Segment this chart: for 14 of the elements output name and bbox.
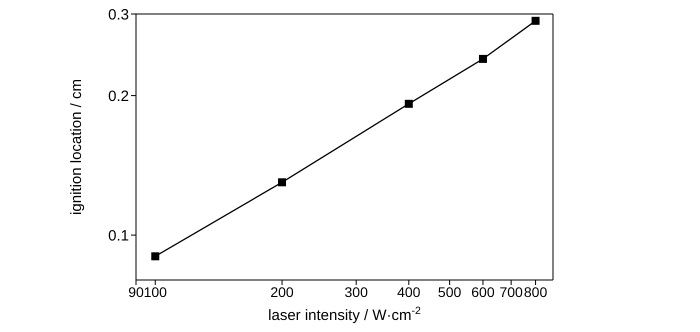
y-axis-title: ignition location / cm	[68, 79, 85, 215]
y-tick-label: 0.1	[108, 227, 129, 244]
y-tick-label: 0.2	[108, 88, 129, 105]
x-tick-label: 300	[344, 284, 368, 300]
x-tick-label: 100	[144, 284, 168, 300]
x-tick-label: 500	[438, 284, 462, 300]
x-tick-label: 600	[471, 284, 495, 300]
x-tick-label: 200	[270, 284, 294, 300]
x-tick-label: 400	[397, 284, 421, 300]
x-tick-label: 90	[128, 284, 144, 300]
x-axis-title: laser intensity / W·cm$^{-2}$	[268, 305, 422, 324]
x-tick-label: 700	[499, 284, 524, 300]
x-tick-label: 800	[524, 284, 548, 300]
y-tick-label: 0.3	[108, 6, 129, 24]
